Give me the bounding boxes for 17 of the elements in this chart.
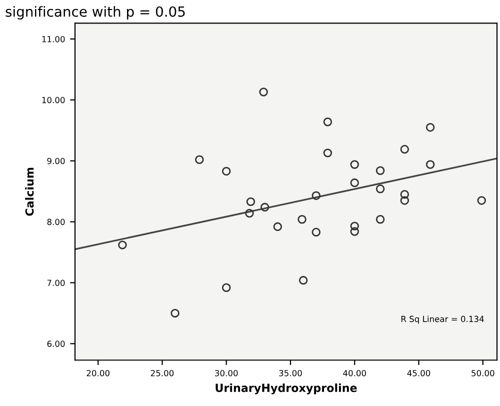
x-axis-title: UrinaryHydroxyproline bbox=[216, 383, 357, 394]
x-tick-label: 35.00 bbox=[279, 370, 302, 376]
x-tick-label: 40.00 bbox=[343, 370, 366, 376]
y-tick-label: 8.00 bbox=[47, 218, 65, 226]
x-tick-label: 30.00 bbox=[215, 370, 238, 376]
y-axis-title: Calcium bbox=[25, 168, 34, 216]
y-tick-label: 10.00 bbox=[42, 96, 65, 104]
annotation: R Sq Linear = 0.134 bbox=[401, 316, 484, 324]
x-tick-label: 25.00 bbox=[150, 370, 174, 376]
y-tick-label: 11.00 bbox=[42, 36, 65, 42]
y-tick-label: 6.00 bbox=[47, 340, 65, 347]
y-tick-label: 9.00 bbox=[47, 158, 65, 164]
x-tick-label: 50.00 bbox=[472, 370, 494, 376]
y-tick-label: 7.00 bbox=[47, 280, 65, 286]
x-tick-label: 45.00 bbox=[407, 370, 430, 376]
text: significance with p = 0.05 bbox=[6, 6, 185, 20]
x-tick-label: 20.00 bbox=[86, 370, 110, 376]
